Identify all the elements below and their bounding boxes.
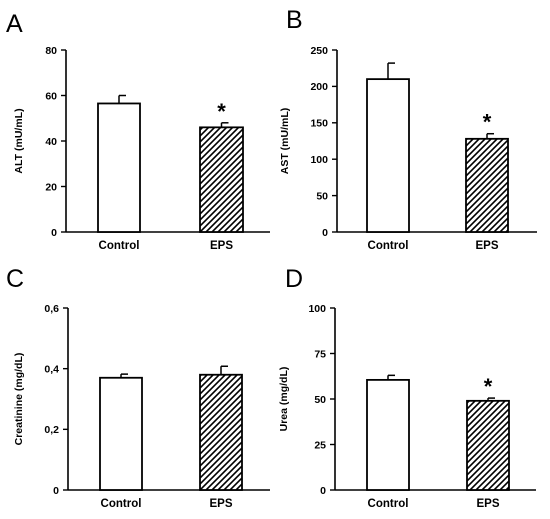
y-tick-label: 50 [316,190,328,202]
y-tick-label: 0,6 [44,303,59,315]
y-tick-label: 25 [314,439,326,451]
x-category-label: EPS [475,240,498,252]
y-tick-label: 250 [310,45,328,57]
y-tick-label: 0 [51,227,57,239]
chart-panel-c: C 0 0,2 0,4 0,6 Creatinine (mg/dL) Control EPS [6,265,270,510]
x-category-label: EPS [210,240,233,252]
bar-control [97,102,141,233]
significance-marker: * [217,99,226,124]
bar-eps [466,399,510,491]
panel-letter: D [285,265,303,293]
significance-marker: * [483,110,492,135]
y-tick-label: 50 [314,394,326,406]
x-category-label: EPS [209,498,232,510]
bar-eps [199,373,243,491]
x-category-label: Control [99,240,140,252]
panel-letter: C [6,265,24,293]
bar-control [99,376,143,491]
y-axis-title: AST (mU/mL) [279,108,291,175]
y-tick-label: 0 [320,485,326,497]
y-tick-label: 20 [45,181,57,193]
y-tick-label: 150 [310,118,328,130]
x-category-label: Control [368,498,409,510]
y-tick-label: 0 [53,485,59,497]
y-tick-label: 60 [45,90,57,102]
y-axis-title: Creatinine (mg/dL) [13,353,25,446]
chart-panel-d: D 0 25 50 75 100 Urea (mg/dL) Control * EPS [278,265,536,510]
bar-eps [465,137,509,233]
y-tick-label: 40 [45,136,57,148]
x-category-label: Control [368,240,409,252]
y-tick-label: 80 [45,45,57,57]
panel-letter: B [286,6,303,34]
y-tick-label: 0,4 [44,363,59,375]
y-tick-label: 100 [308,303,326,315]
bar-eps [199,126,244,233]
y-axis-title: ALT (mU/mL) [13,108,25,173]
y-tick-label: 75 [314,348,326,360]
chart-panel-a: A 0 20 40 60 80 ALT (mU/mL) Control * EPS [6,10,270,252]
x-category-label: EPS [476,498,499,510]
y-axis-title: Urea (mg/dL) [278,367,290,432]
y-tick-label: 0 [322,227,328,239]
bar-control [366,78,410,233]
bar-control [366,378,410,491]
x-category-label: Control [101,498,142,510]
panel-letter: A [6,10,23,38]
significance-marker: * [484,374,493,399]
y-tick-label: 200 [310,81,328,93]
y-tick-label: 100 [310,154,328,166]
chart-panel-b: B 0 50 100 150 200 250 AST (mU/mL) Control * EPS [279,6,537,252]
y-tick-label: 0,2 [44,424,59,436]
